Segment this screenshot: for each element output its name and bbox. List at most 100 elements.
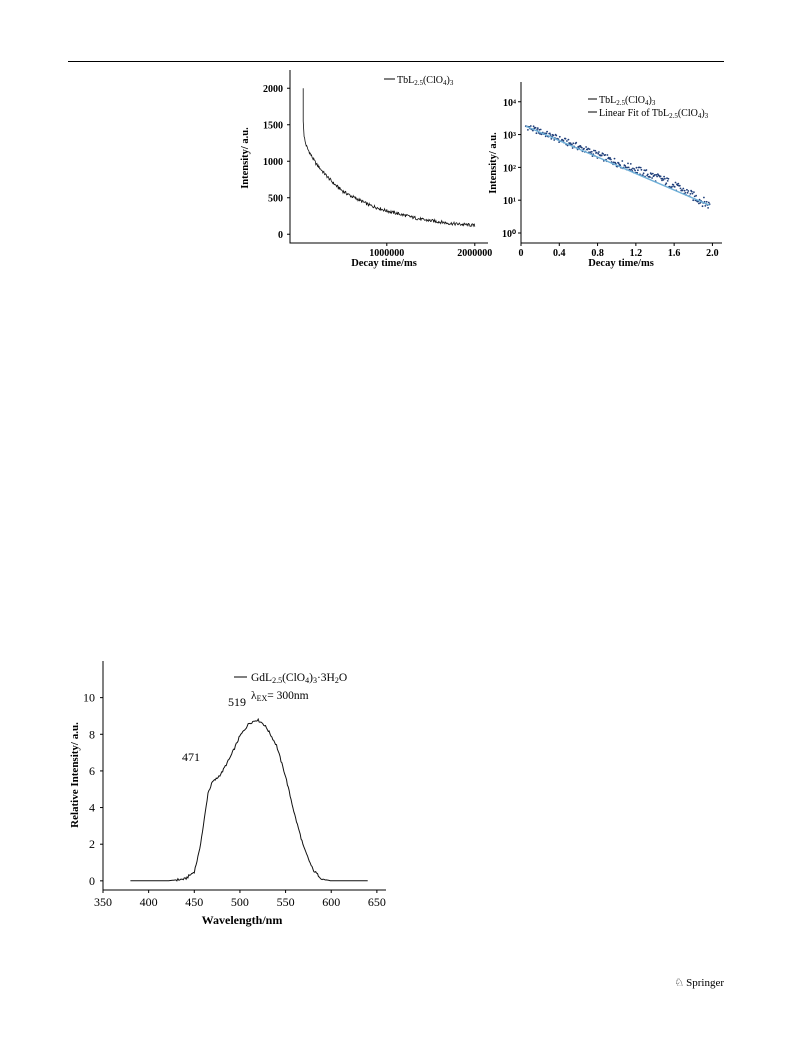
data-point (691, 192, 694, 195)
y-tick-label: 10 (83, 691, 95, 705)
x-tick-label: 1.6 (668, 248, 681, 259)
data-point (643, 169, 646, 172)
data-point (645, 169, 648, 171)
data-point (679, 187, 682, 190)
data-point (572, 142, 575, 145)
data-point (662, 179, 665, 181)
data-point (597, 152, 600, 155)
x-tick-label: 0 (519, 248, 524, 259)
data-point (693, 191, 695, 194)
data-point (633, 168, 636, 170)
data-point (701, 205, 704, 208)
publisher-footer: ♘ Springer (674, 976, 724, 989)
data-point (610, 158, 612, 161)
x-tick-label: 1.2 (630, 248, 643, 259)
data-point (650, 173, 653, 176)
data-point (676, 184, 679, 187)
data-point (577, 145, 580, 148)
data-point (661, 179, 663, 182)
data-point (600, 154, 603, 157)
legend-entry-data: TbL2.5(ClO4)3 (599, 95, 656, 107)
data-point (655, 174, 658, 176)
data-point (555, 134, 558, 137)
data-point (567, 138, 570, 141)
data-point (638, 166, 641, 169)
data-point (617, 162, 620, 165)
data-point (677, 182, 680, 185)
x-axis-label: Decay time/ms (588, 258, 654, 269)
y-tick-label: 2 (89, 837, 95, 851)
x-tick-label: 650 (368, 895, 386, 909)
y-tick-label: 6 (89, 764, 95, 778)
data-point (692, 199, 695, 202)
data-point (632, 167, 634, 170)
decay-curve-chart: 0 500 1000 1500 2000 1000000 2000000 Decay tim… (240, 70, 492, 269)
x-axis-label: Decay time/ms (351, 258, 417, 269)
data-point (672, 184, 675, 186)
peak-label-471: 471 (182, 750, 200, 764)
data-point (590, 150, 593, 153)
data-point (667, 177, 670, 180)
x-tick-label: 0.8 (591, 248, 604, 259)
y-tick-label: 0 (89, 874, 95, 888)
x-tick-label: 1000000 (369, 248, 404, 259)
data-point (594, 149, 597, 152)
data-point (686, 191, 689, 194)
data-point (549, 132, 551, 135)
data-point (687, 190, 690, 192)
y-tick-label: 10⁰ (502, 229, 516, 240)
data-point (627, 162, 629, 165)
data-point (571, 147, 574, 149)
x-tick-label: 0.4 (553, 248, 566, 259)
data-point (678, 184, 681, 187)
y-tick-label: 2000 (263, 84, 283, 95)
data-point (580, 146, 583, 149)
data-point (626, 166, 629, 169)
peak-label-519: 519 (228, 695, 246, 709)
data-point (690, 190, 693, 193)
data-point (659, 175, 662, 178)
data-point (562, 139, 565, 142)
data-point (698, 202, 700, 205)
data-point (664, 177, 666, 180)
x-tick-label: 550 (277, 895, 295, 909)
data-point (546, 130, 548, 133)
data-point (681, 189, 684, 192)
data-point (707, 207, 709, 209)
publisher-name: Springer (686, 977, 724, 989)
data-point (593, 149, 595, 152)
data-point (666, 177, 668, 180)
data-point (703, 196, 705, 199)
series-linear-fit (525, 125, 710, 206)
data-point (535, 132, 538, 135)
data-point (575, 141, 578, 144)
legend-entry-fit: Linear Fit of TbL2.5(ClO4)3 (599, 108, 709, 120)
data-point (552, 134, 555, 137)
data-point (571, 143, 573, 146)
data-point (683, 189, 686, 192)
data-point (699, 202, 702, 204)
data-point (660, 177, 663, 180)
data-point (640, 168, 643, 171)
data-point (613, 157, 616, 160)
y-tick-label: 0 (278, 230, 283, 241)
data-point (539, 128, 542, 131)
x-tick-label: 400 (140, 895, 158, 909)
data-point (651, 177, 653, 179)
y-tick-label: 500 (268, 194, 283, 205)
data-point (621, 160, 624, 162)
data-point (693, 195, 696, 198)
data-point (654, 174, 656, 176)
data-point (587, 147, 590, 150)
data-point (539, 133, 541, 135)
data-point (589, 151, 592, 154)
legend-entry: GdL2.5(ClO4)3·3H2O (251, 672, 347, 685)
y-tick-label: 4 (89, 801, 95, 815)
data-point (558, 141, 560, 144)
data-point (536, 127, 539, 130)
data-point (553, 139, 556, 141)
data-point (545, 132, 548, 135)
y-tick-label: 10² (503, 163, 516, 174)
data-point (624, 166, 627, 169)
data-point (673, 186, 676, 188)
